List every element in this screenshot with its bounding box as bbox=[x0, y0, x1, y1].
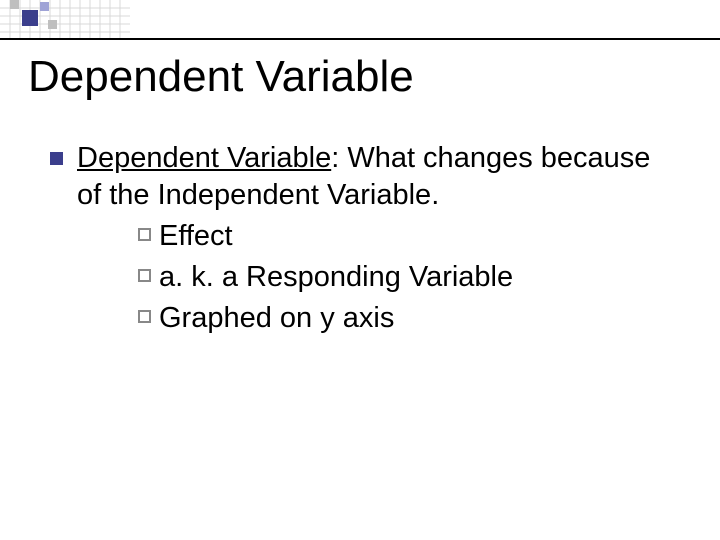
title-underline bbox=[0, 38, 720, 40]
term-label: Dependent Variable bbox=[77, 142, 331, 174]
square-bullet-icon bbox=[50, 152, 63, 165]
sub-bullet-row: a. k. a Responding Variable bbox=[138, 259, 670, 296]
sub-bullet-text: Graphed on y axis bbox=[159, 300, 394, 337]
hollow-bullet-icon bbox=[138, 310, 151, 323]
content-area: Dependent Variable: What changes because… bbox=[50, 140, 670, 342]
hollow-bullet-icon bbox=[138, 228, 151, 241]
main-bullet-text: Dependent Variable: What changes because… bbox=[77, 140, 670, 214]
slide-title: Dependent Variable bbox=[28, 52, 414, 102]
sub-bullet-text: a. k. a Responding Variable bbox=[159, 259, 513, 296]
hollow-bullet-icon bbox=[138, 269, 151, 282]
sub-bullet-list: Effect a. k. a Responding Variable Graph… bbox=[138, 218, 670, 337]
sub-bullet-row: Effect bbox=[138, 218, 670, 255]
main-bullet-row: Dependent Variable: What changes because… bbox=[50, 140, 670, 214]
corner-accent bbox=[0, 0, 130, 38]
sub-bullet-text: Effect bbox=[159, 218, 233, 255]
sub-bullet-row: Graphed on y axis bbox=[138, 300, 670, 337]
